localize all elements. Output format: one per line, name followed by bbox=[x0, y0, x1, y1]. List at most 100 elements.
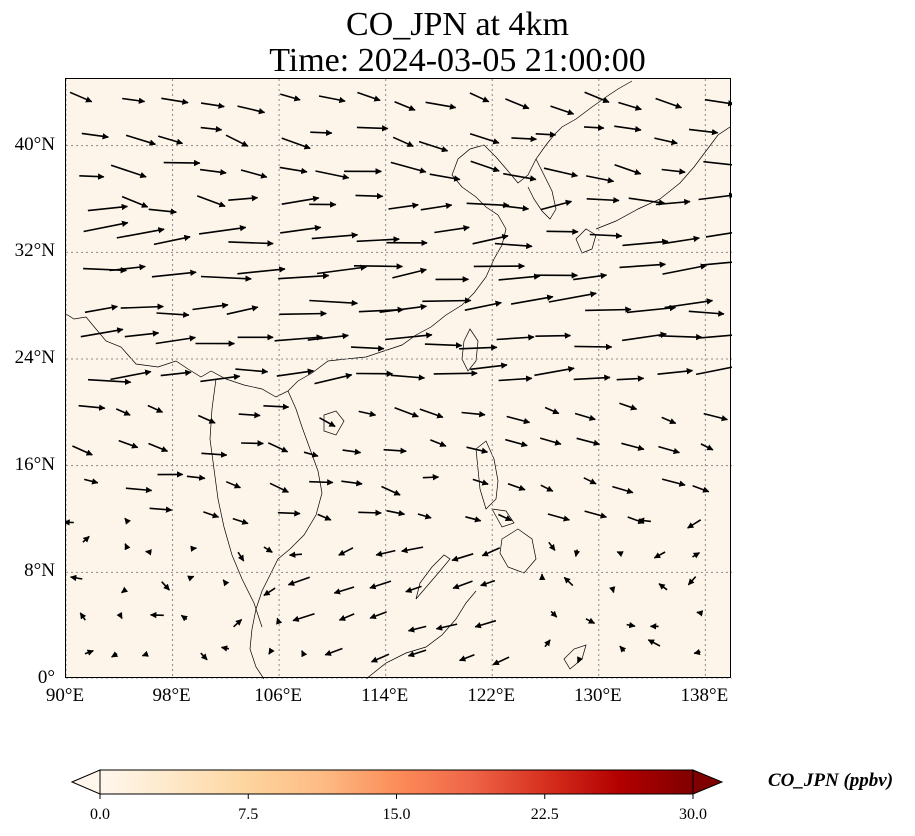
colorbar-extend-min bbox=[70, 769, 101, 795]
map-title: CO_JPN at 4km bbox=[346, 6, 569, 43]
wind-vector bbox=[274, 334, 323, 342]
wind-vector bbox=[125, 134, 157, 146]
wind-vector bbox=[661, 168, 686, 175]
wind-vector bbox=[692, 484, 710, 493]
wind-vector bbox=[342, 448, 362, 455]
wind-vector bbox=[492, 656, 510, 666]
wind-vector bbox=[200, 126, 223, 133]
lon-tick-label: 130°E bbox=[573, 685, 622, 706]
wind-vector bbox=[548, 541, 556, 551]
wind-vector bbox=[84, 478, 99, 485]
wind-vector bbox=[292, 612, 315, 622]
wind-vector bbox=[125, 486, 153, 494]
wind-vector bbox=[237, 105, 266, 115]
wind-vector bbox=[355, 192, 384, 200]
wind-vector bbox=[705, 231, 732, 238]
wind-vector bbox=[79, 612, 87, 621]
wind-vector bbox=[318, 95, 346, 104]
lat-tick-label: 24°N bbox=[14, 347, 55, 368]
wind-vector bbox=[196, 195, 226, 208]
wind-vector bbox=[394, 406, 419, 418]
wind-vector bbox=[203, 511, 220, 519]
sulawesi-tip bbox=[563, 644, 587, 670]
wind-vector bbox=[619, 645, 627, 653]
wind-vector bbox=[87, 378, 132, 386]
lat-tick-label: 0° bbox=[37, 667, 55, 688]
wind-vector bbox=[661, 478, 686, 487]
wind-vector bbox=[390, 374, 426, 381]
wind-vector bbox=[228, 195, 259, 202]
wind-vector bbox=[180, 614, 188, 622]
wind-vector bbox=[573, 272, 608, 281]
wind-vector bbox=[228, 240, 274, 247]
wind-vector bbox=[370, 653, 390, 663]
colorbar-extend-max bbox=[692, 769, 724, 795]
wind-vector bbox=[425, 101, 457, 110]
wind-vector bbox=[379, 303, 428, 313]
wind-vector bbox=[452, 580, 473, 590]
wind-vector bbox=[543, 167, 579, 178]
wind-vector bbox=[118, 439, 139, 449]
wind-vector bbox=[688, 310, 725, 317]
wind-vector bbox=[573, 374, 611, 381]
wind-vector bbox=[277, 510, 301, 517]
wind-vector bbox=[116, 611, 123, 620]
wind-vector bbox=[78, 404, 106, 411]
wind-vector bbox=[653, 551, 666, 559]
wind-vector bbox=[386, 509, 406, 517]
taiwan bbox=[461, 328, 479, 372]
wind-vector bbox=[80, 327, 124, 338]
wind-vector bbox=[69, 91, 93, 103]
colorbar-tick-label: 30.0 bbox=[679, 806, 707, 823]
wind-vector bbox=[280, 224, 322, 234]
wind-vector bbox=[573, 549, 581, 558]
wind-vector bbox=[115, 408, 131, 416]
wind-vector bbox=[496, 334, 535, 341]
wind-vector bbox=[544, 639, 551, 648]
wind-vector bbox=[420, 202, 453, 211]
wind-vector bbox=[147, 404, 164, 413]
wind-vector bbox=[241, 440, 264, 447]
wind-vector bbox=[574, 343, 613, 351]
wind-vector bbox=[698, 192, 732, 201]
mindanao bbox=[499, 528, 537, 574]
wind-vector bbox=[279, 310, 327, 317]
wind-vector bbox=[288, 551, 302, 558]
wind-vector bbox=[459, 653, 475, 662]
wind-vector bbox=[687, 576, 697, 586]
wind-vector bbox=[622, 238, 669, 247]
colorbar-tick-label: 15.0 bbox=[382, 806, 411, 823]
wind-vector bbox=[550, 105, 575, 116]
wind-vector bbox=[121, 586, 129, 594]
wind-vector bbox=[472, 478, 489, 486]
lon-tick-label: 122°E bbox=[467, 685, 516, 706]
wind-vector bbox=[356, 125, 389, 132]
wind-vector bbox=[585, 306, 632, 313]
wind-vector bbox=[235, 368, 269, 375]
wind-vector bbox=[200, 652, 208, 661]
wind-vector bbox=[466, 446, 489, 454]
wind-vector bbox=[200, 102, 225, 109]
wind-vector bbox=[480, 579, 496, 587]
wind-vector bbox=[198, 225, 247, 235]
wind-vector bbox=[287, 576, 310, 586]
wind-vector bbox=[637, 517, 651, 524]
lat-tick-label: 40°N bbox=[14, 133, 55, 155]
wind-vector bbox=[375, 549, 396, 557]
wind-vector bbox=[315, 170, 350, 180]
wind-vector bbox=[647, 639, 661, 647]
wind-vector bbox=[338, 547, 354, 556]
wind-vector bbox=[548, 291, 597, 303]
wind-vector bbox=[626, 304, 677, 314]
wind-vector bbox=[474, 619, 497, 629]
wind-vector bbox=[498, 375, 533, 382]
coastlines bbox=[66, 80, 731, 679]
wind-vector bbox=[353, 263, 404, 270]
wind-vector bbox=[511, 135, 538, 143]
wind-vector bbox=[122, 97, 146, 104]
wind-vector bbox=[307, 332, 349, 341]
wind-vector bbox=[276, 368, 315, 377]
wind-vector bbox=[507, 483, 526, 491]
wind-vector bbox=[148, 208, 177, 215]
wind-vector bbox=[586, 175, 615, 184]
